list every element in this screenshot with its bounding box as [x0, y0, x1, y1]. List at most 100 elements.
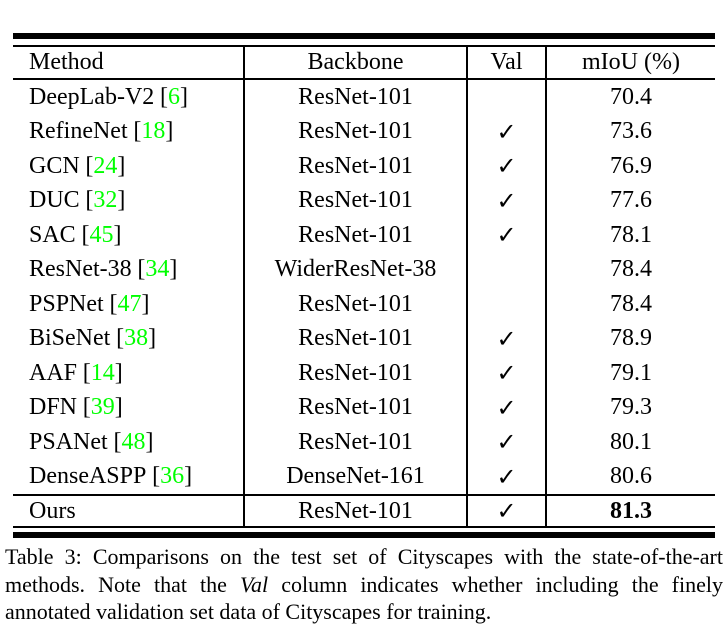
citation-ref[interactable]: 38 — [124, 325, 149, 352]
citation-bracket-open: [ — [113, 428, 122, 455]
citation-bracket-close: ] — [117, 187, 126, 214]
method-cell: DeepLab-V2 [6] — [13, 79, 245, 115]
val-checkmark: ✓ — [467, 494, 547, 527]
method-cell: SAC [45] — [13, 218, 245, 253]
results-table-container: Method Backbone Val mIoU (%) DeepLab-V2[… — [13, 33, 715, 538]
method-name: PSPNet — [29, 290, 104, 317]
method-cell: DenseASPP [36] — [13, 459, 245, 495]
citation-bracket-open: [ — [85, 187, 94, 214]
table-row: BiSeNet [38] ResNet-101 ✓ 78.9 — [13, 321, 715, 356]
results-table: Method Backbone Val mIoU (%) DeepLab-V2[… — [13, 45, 715, 528]
miou-cell: 81.3 — [546, 494, 715, 527]
citation-ref[interactable]: 47 — [117, 290, 142, 317]
citation-bracket-open: [ — [133, 118, 142, 145]
method-name: ResNet-38 — [29, 256, 132, 283]
backbone-cell: ResNet-101 — [244, 79, 468, 115]
citation-bracket-open: [ — [81, 221, 90, 248]
backbone-cell: ResNet-101 — [244, 390, 468, 425]
citation-ref[interactable]: 39 — [90, 394, 115, 421]
table-row: SAC [45] ResNet-101 ✓ 78.1 — [13, 218, 715, 253]
table-caption: Table 3: Comparisons on the test set of … — [5, 543, 723, 624]
citation-bracket-close: ] — [165, 118, 174, 145]
val-checkmark — [467, 79, 547, 115]
miou-cell: 78.4 — [610, 256, 652, 283]
citation-bracket-open: [ — [116, 325, 125, 352]
method-name: DFN — [29, 394, 78, 421]
miou-cell: 73.6 — [610, 118, 652, 145]
table-row: ResNet-38 [34] WiderResNet-38 78.4 — [13, 252, 715, 287]
backbone-cell: ResNet-101 — [244, 218, 468, 253]
method-name: BiSeNet — [29, 325, 111, 352]
backbone-cell: ResNet-101 — [244, 494, 468, 527]
method-name: SAC — [29, 221, 76, 248]
method-name: DUC — [29, 187, 80, 214]
citation-bracket-close: ] — [148, 325, 157, 352]
backbone-cell: ResNet-101 — [244, 114, 468, 149]
col-header-method: Method — [13, 46, 245, 80]
method-cell: ResNet-38 [34] — [13, 252, 245, 287]
table-row: PSANet [48] ResNet-101 ✓ 80.1 — [13, 425, 715, 460]
method-name: GCN — [29, 152, 80, 179]
method-cell: Ours — [13, 494, 245, 527]
citation-bracket-close: ] — [114, 394, 123, 421]
miou-cell: 78.1 — [610, 221, 652, 248]
backbone-cell: ResNet-101 — [244, 149, 468, 184]
method-cell: PSPNet [47] — [13, 287, 245, 322]
citation-ref[interactable]: 14 — [90, 359, 115, 386]
method-cell: PSANet [48] — [13, 425, 245, 460]
val-checkmark: ✓ — [467, 149, 547, 184]
val-checkmark: ✓ — [467, 114, 547, 149]
val-checkmark: ✓ — [467, 183, 547, 218]
citation-ref[interactable]: 48 — [121, 428, 146, 455]
table-row: PSPNet [47] ResNet-101 78.4 — [13, 287, 715, 322]
method-name: DenseASPP — [29, 463, 147, 490]
caption-text-before: Table 3: Comparisons on the test set of … — [5, 544, 723, 597]
citation-ref[interactable]: 24 — [93, 152, 118, 179]
val-checkmark: ✓ — [467, 356, 547, 391]
citation-bracket-close: ] — [117, 152, 126, 179]
citation-bracket-close: ] — [145, 428, 154, 455]
miou-cell: 78.4 — [610, 290, 652, 317]
backbone-cell: ResNet-101 — [244, 183, 468, 218]
method-name: AAF — [29, 359, 78, 386]
table-row: AAF [14] ResNet-101 ✓ 79.1 — [13, 356, 715, 391]
method-cell: RefineNet [18] — [13, 114, 245, 149]
table-row: DenseASPP [36] DenseNet-161 ✓ 80.6 — [13, 459, 715, 495]
col-header-backbone: Backbone — [244, 46, 468, 80]
miou-cell: 76.9 — [610, 152, 652, 179]
method-cell: DFN [39] — [13, 390, 245, 425]
citation-bracket-close: ] — [169, 256, 178, 283]
val-checkmark: ✓ — [467, 321, 547, 356]
citation-ref[interactable]: 6 — [168, 83, 181, 110]
caption-val-italic: Val — [240, 571, 269, 597]
miou-cell: 78.9 — [610, 325, 652, 352]
citation-bracket-close: ] — [113, 221, 122, 248]
citation-ref[interactable]: 32 — [93, 187, 118, 214]
table-row: DUC [32] ResNet-101 ✓ 77.6 — [13, 183, 715, 218]
top-thick-rule — [13, 33, 715, 39]
citation-ref[interactable]: 18 — [141, 118, 166, 145]
citation-bracket-open: [ — [160, 83, 169, 110]
citation-bracket-open: [ — [137, 256, 146, 283]
citation-bracket-open: [ — [109, 290, 118, 317]
val-checkmark: ✓ — [467, 425, 547, 460]
citation-bracket-open: [ — [152, 463, 161, 490]
header-row: Method Backbone Val mIoU (%) — [13, 46, 715, 80]
backbone-cell: ResNet-101 — [244, 425, 468, 460]
miou-cell: 80.6 — [610, 463, 652, 490]
col-header-val: Val — [467, 46, 547, 80]
citation-ref[interactable]: 34 — [145, 256, 170, 283]
citation-bracket-open: [ — [82, 394, 91, 421]
table-body: DeepLab-V2 [6] ResNet-101 70.4 RefineNet[… — [13, 79, 715, 527]
citation-ref[interactable]: 36 — [160, 463, 185, 490]
bottom-thick-rule — [13, 532, 715, 538]
miou-cell: 77.6 — [610, 187, 652, 214]
val-checkmark: ✓ — [467, 459, 547, 495]
citation-ref[interactable]: 45 — [89, 221, 114, 248]
table-row: RefineNet [18] ResNet-101 ✓ 73.6 — [13, 114, 715, 149]
citation-bracket-open: [ — [85, 152, 94, 179]
citation-bracket-open: [ — [82, 359, 91, 386]
method-cell: AAF [14] — [13, 356, 245, 391]
val-checkmark: ✓ — [467, 390, 547, 425]
